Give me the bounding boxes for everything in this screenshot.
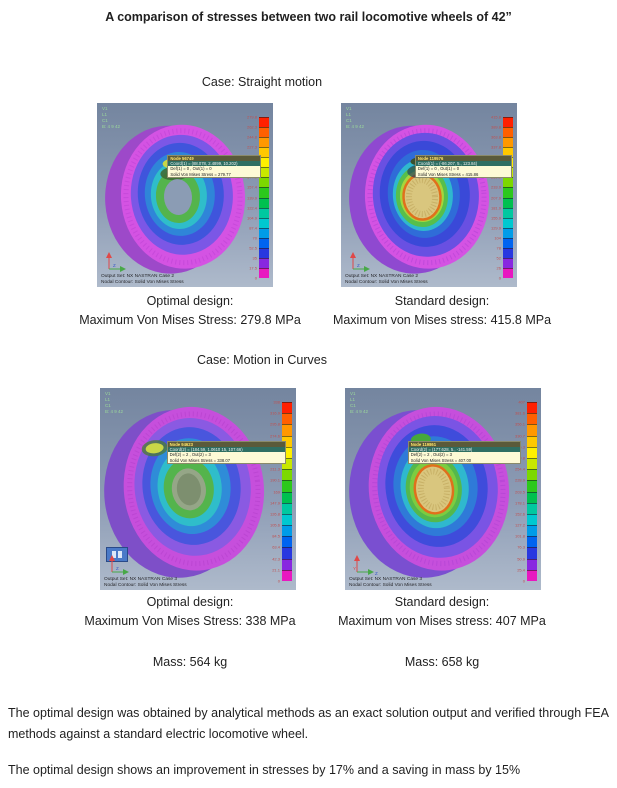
mass-standard: Mass: 658 kg bbox=[404, 655, 480, 669]
fea-viewport-case2-optimal: V1 L1 C1 B: 4 9 42 Node 94623 Coord(2) =… bbox=[100, 388, 296, 590]
stress-colorbar: 415.8389.8363.8337.8311.9285.9259.9233.9… bbox=[491, 115, 513, 281]
caption-case2-optimal: Optimal design: Maximum Von Mises Stress… bbox=[40, 593, 340, 632]
fea-viewport-case2-standard: V1 L1 C1 B: 4 9 42 Node 119861 Coord(2) … bbox=[345, 388, 541, 590]
output-set-label: Output Set: NX NASTRAN Case 2 bbox=[345, 273, 419, 279]
paragraph-method: The optimal design was obtained by analy… bbox=[8, 706, 609, 741]
view-info: V1 L1 C1 B: 4 9 42 bbox=[102, 106, 121, 130]
output-set-info: Output Set: NX NASTRAN Case 2 Nodal Cont… bbox=[101, 274, 184, 286]
caption-case1-standard: Standard design: Maximum von Mises stres… bbox=[292, 292, 592, 331]
paragraph-result: The optimal design shows an improvement … bbox=[8, 763, 521, 777]
design-label: Optimal design: bbox=[146, 294, 234, 308]
case1-heading: Case: Straight motion bbox=[201, 75, 323, 89]
output-set-info: Output Set: NX NASTRAN Case 3 Nodal Cont… bbox=[349, 577, 432, 589]
contour-label: Nodal Contour: Solid Von Mises Stress bbox=[101, 279, 184, 285]
axis-triad-icon: Z bbox=[106, 252, 126, 272]
stress-value: Maximum von Mises stress: 407 MPa bbox=[338, 614, 546, 629]
svg-text:Z: Z bbox=[113, 263, 116, 268]
output-set-info: Output Set: NX NASTRAN Case 2 Nodal Cont… bbox=[345, 274, 428, 286]
design-label: Standard design: bbox=[394, 595, 490, 609]
contour-label: Nodal Contour: Solid Von Mises Stress bbox=[345, 279, 428, 285]
output-set-label: Output Set: NX NASTRAN Case 3 bbox=[104, 576, 178, 582]
design-label: Optimal design: bbox=[146, 595, 234, 609]
view-info: V1 L1 C1 B: 4 9 42 bbox=[350, 391, 369, 415]
axis-triad-icon: Z bbox=[350, 252, 370, 272]
caption-case2-standard: Standard design: Maximum von Mises stres… bbox=[292, 593, 592, 632]
design-label: Standard design: bbox=[394, 294, 490, 308]
contour-label: Nodal Contour: Solid Von Mises Stress bbox=[349, 582, 432, 588]
svg-text:Z: Z bbox=[357, 263, 360, 268]
node-tooltip: Node 94623 Coord(2) = (184.59, 1.0610 15… bbox=[166, 440, 287, 465]
node-tooltip: Node 119861 Coord(2) = (177.628, 5., -14… bbox=[407, 440, 522, 465]
axis-triad-icon: Y Z bbox=[353, 555, 378, 576]
svg-text:Z: Z bbox=[375, 571, 378, 576]
case2-heading: Case: Motion in Curves bbox=[197, 353, 327, 367]
page-title: A comparison of stresses between two rai… bbox=[105, 10, 512, 24]
mass-optimal: Mass: 564 kg bbox=[152, 655, 228, 669]
node-tooltip: Node 119576 Coord(1) = (-86.207, 5., 123… bbox=[414, 154, 512, 179]
stress-colorbar: 338316.9295.8274.6253.5232.4211.3190.116… bbox=[270, 400, 292, 584]
node-tooltip: Node 56749 Coord(1) = (88.078, 2.4899, 1… bbox=[167, 154, 261, 179]
fea-viewport-case1-standard: V1 L1 C1 B: 4 9 42 Node 119576 Coord(1) … bbox=[341, 103, 517, 287]
output-set-label: Output Set: NX NASTRAN Case 2 bbox=[101, 273, 175, 279]
svg-text:Z: Z bbox=[116, 566, 119, 571]
stress-value: Maximum Von Mises Stress: 338 MPa bbox=[84, 614, 296, 629]
output-set-info: Output Set: NX NASTRAN Case 3 Nodal Cont… bbox=[104, 577, 187, 589]
view-info: V1 L1 C1 B: 4 9 42 bbox=[346, 106, 365, 130]
axis-triad-icon: Z bbox=[109, 555, 129, 575]
view-info: V1 L1 C1 B: 4 9 42 bbox=[105, 391, 124, 415]
contour-label: Nodal Contour: Solid Von Mises Stress bbox=[104, 582, 187, 588]
output-set-label: Output Set: NX NASTRAN Case 3 bbox=[349, 576, 423, 582]
stress-value: Maximum Von Mises Stress: 279.8 MPa bbox=[79, 313, 301, 328]
fea-viewport-case1-optimal: V1 L1 C1 B: 4 9 42 Node 56749 Coord(1) =… bbox=[97, 103, 273, 287]
svg-text:Y: Y bbox=[353, 566, 356, 571]
stress-value: Maximum von Mises stress: 415.8 MPa bbox=[332, 313, 552, 328]
caption-case1-optimal: Optimal design: Maximum Von Mises Stress… bbox=[40, 292, 340, 331]
stress-colorbar: 407381.6356.1330.7305.3279.8254.4228.920… bbox=[515, 400, 537, 584]
stress-colorbar: 279.8262.3244.8227.3209.9192.4174.9157.4… bbox=[247, 115, 269, 281]
